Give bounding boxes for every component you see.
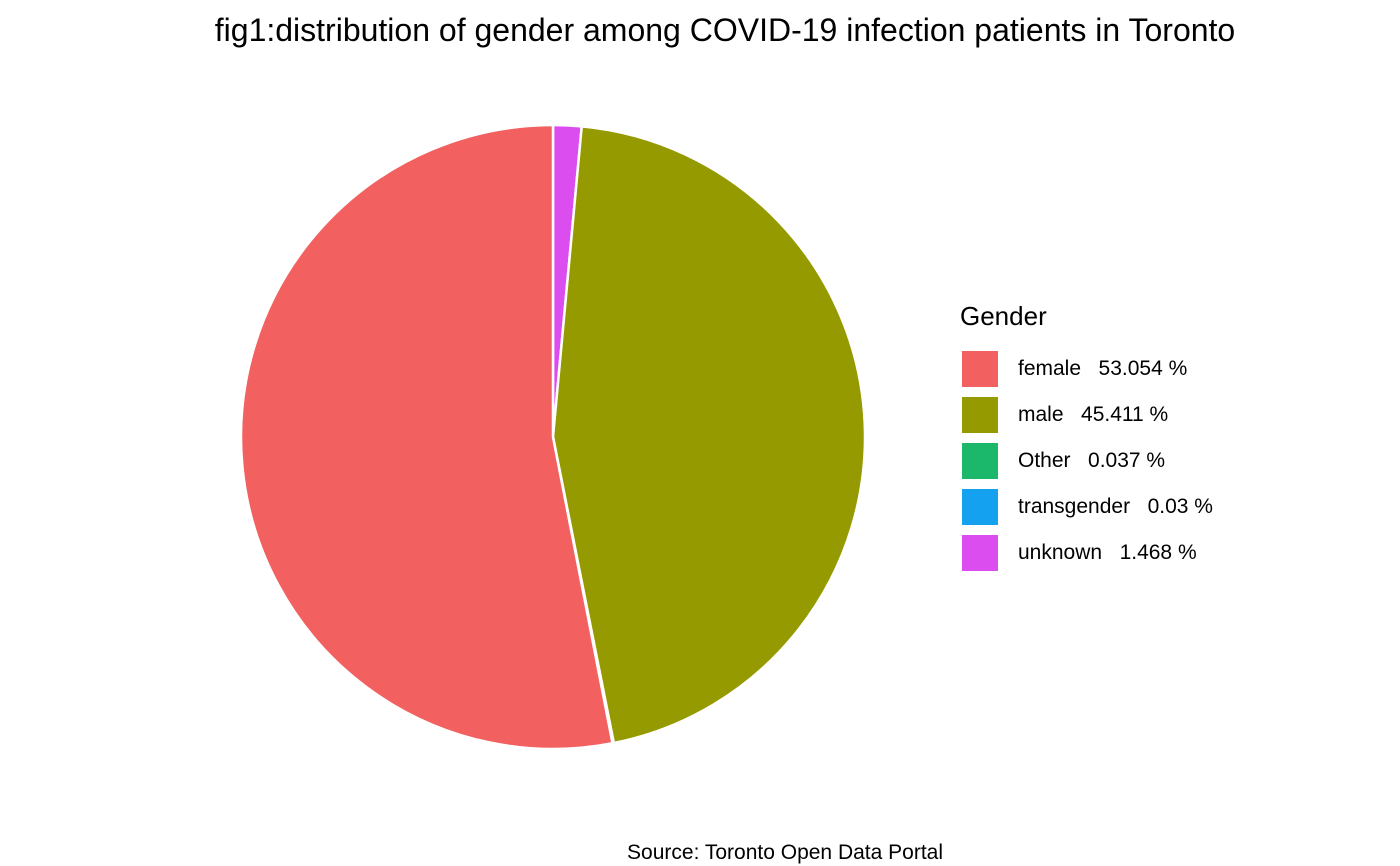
legend-label-female: female 53.054 % <box>1018 357 1188 380</box>
legend-title: Gender <box>960 301 1047 331</box>
chart-title: fig1:distribution of gender among COVID-… <box>214 12 1236 48</box>
legend-item-unknown: unknown 1.468 % <box>960 530 1213 576</box>
chart-caption: Source: Toronto Open Data Portal <box>627 841 943 864</box>
legend-label-transgender: transgender 0.03 % <box>1018 495 1213 518</box>
legend-swatch-male <box>960 395 1000 435</box>
legend-item-male: male 45.411 % <box>960 392 1213 438</box>
legend-item-female: female 53.054 % <box>960 346 1213 392</box>
legend-swatch-female <box>960 349 1000 389</box>
legend-item-transgender: transgender 0.03 % <box>960 484 1213 530</box>
legend: Gender female 53.054 % male 45.411 % Oth… <box>960 298 1213 576</box>
legend-swatch-unknown <box>960 533 1000 573</box>
legend-label-other: Other 0.037 % <box>1018 449 1166 472</box>
pie-slices <box>239 123 867 751</box>
legend-swatch-other <box>960 441 1000 481</box>
legend-item-other: Other 0.037 % <box>960 438 1213 484</box>
pie-slice-male <box>551 125 867 745</box>
pie-slice-female <box>239 123 614 751</box>
legend-label-male: male 45.411 % <box>1018 403 1169 426</box>
legend-label-unknown: unknown 1.468 % <box>1018 541 1197 564</box>
legend-swatch-transgender <box>960 487 1000 527</box>
